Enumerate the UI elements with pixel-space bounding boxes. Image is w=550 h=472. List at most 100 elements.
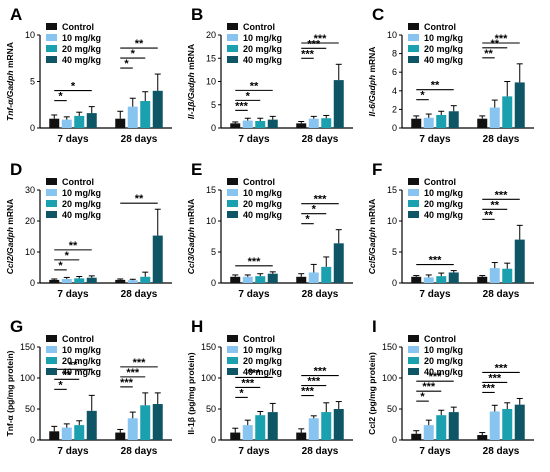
legend-label: 20 mg/kg <box>243 356 282 366</box>
bar <box>321 118 332 128</box>
significance-label: ** <box>484 209 493 221</box>
legend-label: 20 mg/kg <box>424 356 463 366</box>
bar <box>333 243 344 283</box>
bar <box>86 410 97 440</box>
significance-label: * <box>65 250 70 262</box>
legend-swatch <box>46 45 57 52</box>
bar <box>436 114 447 128</box>
y-axis-label: Il-6/Gadph mRNA <box>367 47 377 117</box>
panel-letter: A <box>10 5 22 24</box>
legend-swatch <box>46 211 57 218</box>
y-axis-label: Ccl2 (pg/mg protein) <box>367 352 377 435</box>
panel-letter: D <box>10 160 22 179</box>
y-tick-label: 0 <box>211 123 216 133</box>
legend-swatch <box>227 200 238 207</box>
significance-label: *** <box>133 357 147 369</box>
y-axis-label-text: mRNA <box>367 199 377 227</box>
legend-swatch <box>46 189 57 196</box>
legend-swatch <box>408 189 419 196</box>
bar <box>514 82 525 128</box>
significance-label: *** <box>495 33 509 45</box>
y-tick-label: 20 <box>25 216 35 226</box>
significance-label: ** <box>135 193 144 205</box>
bar <box>61 427 72 440</box>
significance-label: ** <box>484 48 493 60</box>
legend-label: 20 mg/kg <box>424 44 463 54</box>
legend-swatch <box>408 178 419 185</box>
bar <box>477 276 488 283</box>
y-axis-label-text: mRNA <box>5 199 15 227</box>
significance-label: *** <box>422 381 436 393</box>
legend-label: 40 mg/kg <box>243 367 282 377</box>
y-tick-label: 5 <box>30 77 35 87</box>
legend-label: 10 mg/kg <box>243 188 282 198</box>
y-tick-label: 150 <box>20 342 35 352</box>
y-tick-label: 5 <box>211 100 216 110</box>
significance-label: * <box>58 379 63 391</box>
y-axis-label-italic: Tnf-α/Gadph <box>5 70 15 121</box>
bar <box>502 96 513 128</box>
bar <box>152 404 163 440</box>
y-tick-label: 10 <box>25 30 35 40</box>
legend-label: 10 mg/kg <box>424 33 463 43</box>
bar <box>242 120 253 128</box>
bar <box>230 432 241 440</box>
bar <box>49 279 60 283</box>
legend-label: Control <box>243 334 275 344</box>
category-label: 28 days <box>121 134 158 145</box>
y-tick-label: 15 <box>206 53 216 63</box>
y-tick-label: 30 <box>25 185 35 195</box>
legend-swatch <box>408 200 419 207</box>
legend-swatch <box>227 346 238 353</box>
legend-swatch <box>46 178 57 185</box>
legend-label: 20 mg/kg <box>243 199 282 209</box>
y-tick-label: 0 <box>211 278 216 288</box>
panel-G: G 0 50 100 150 Tnf-α (pg/mg protein) 7 days 28 … <box>5 317 172 457</box>
bar <box>140 276 151 283</box>
significance-label: ** <box>69 240 78 252</box>
significance-label: * <box>131 48 136 60</box>
legend-swatch <box>46 368 57 375</box>
y-axis-label-text: Ccl2 (pg/mg protein) <box>367 352 377 435</box>
significance-label: ** <box>490 199 499 211</box>
y-tick-label: 0 <box>392 278 397 288</box>
significance-label: *** <box>314 33 328 45</box>
bar <box>448 412 459 440</box>
significance-label: *** <box>307 376 321 388</box>
bar <box>115 432 126 440</box>
bar <box>127 280 138 283</box>
bar <box>411 433 422 440</box>
bar <box>127 418 138 440</box>
significance-label: *** <box>429 371 443 383</box>
legend-swatch <box>227 23 238 30</box>
category-label: 7 days <box>57 134 89 145</box>
legend-swatch <box>408 357 419 364</box>
legend-label: 20 mg/kg <box>424 199 463 209</box>
bar <box>230 123 241 128</box>
significance-label: * <box>305 214 310 226</box>
y-tick-label: 50 <box>387 404 397 414</box>
significance-label: *** <box>307 38 321 50</box>
panel-letter: I <box>372 317 377 336</box>
category-label: 7 days <box>238 134 270 145</box>
category-label: 7 days <box>419 134 451 145</box>
category-label: 28 days <box>121 289 158 300</box>
legend-label: 20 mg/kg <box>243 44 282 54</box>
legend-label: 20 mg/kg <box>62 199 101 209</box>
y-tick-label: 150 <box>382 342 397 352</box>
y-tick-label: 15 <box>206 185 216 195</box>
bar <box>514 404 525 440</box>
bar <box>267 412 278 440</box>
category-label: 28 days <box>302 134 339 145</box>
bar <box>436 415 447 440</box>
y-tick-label: 0 <box>30 123 35 133</box>
significance-label: *** <box>126 367 140 379</box>
bar <box>489 411 500 440</box>
y-tick-label: 4 <box>392 86 397 96</box>
y-axis-label: Ccl2/Gadph mRNA <box>5 199 15 275</box>
legend-swatch <box>227 45 238 52</box>
